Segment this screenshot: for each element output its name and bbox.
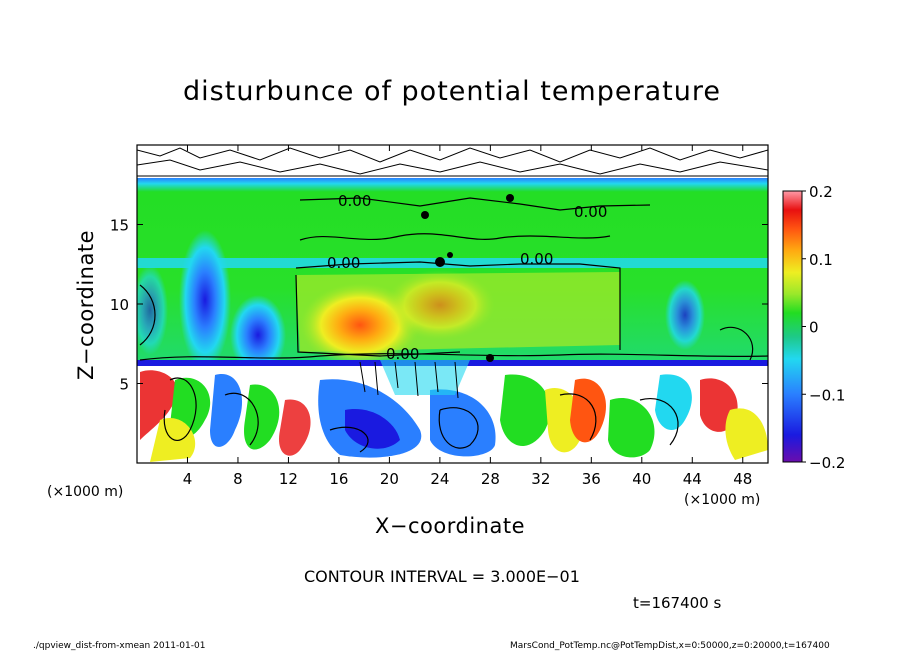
x-tick-label: 8 [233, 470, 243, 488]
contour-line-center-1 [329, 426, 369, 453]
contour-line-lower [139, 353, 768, 361]
field-cool-col-1 [179, 230, 231, 370]
contour-line-right-3 [719, 326, 754, 361]
contour-top-noise [137, 147, 768, 177]
contour-spot-2 [421, 211, 429, 219]
contour-spot-3 [447, 252, 453, 258]
contour-label: 0.00 [327, 254, 360, 272]
contour-bl-wave-1 [359, 361, 459, 399]
colorbar-tick-label: 0 [809, 319, 819, 337]
field-blob-red-3 [570, 378, 606, 443]
x-tick-label: 12 [279, 470, 298, 488]
field-blob-yellow-3 [725, 408, 768, 460]
colorbar-ticks: 0.2 0.1 0 −0.1 −0.2 [802, 183, 845, 472]
contour-line-right-1 [559, 393, 597, 441]
field-blob-green-2 [244, 384, 280, 450]
contour-label: 0.00 [338, 192, 371, 210]
field-band-z13 [137, 258, 768, 268]
time-label: t=167400 s [633, 594, 722, 612]
field-blob-red-2 [279, 399, 311, 456]
heatmap-field [137, 145, 768, 463]
x-axis-label: X−coordinate [375, 514, 525, 538]
contour-line-center-2 [438, 407, 479, 449]
y-axis-label: Z−coordinate [74, 230, 98, 380]
contour-spot-1 [435, 257, 445, 267]
contour-label-group: 0.00 0.00 0.00 0.00 0.00 [327, 192, 607, 363]
contour-top-noise-2 [137, 159, 768, 175]
chart-title: disturbunce of potential temperature [183, 76, 721, 107]
y-tick-label: 15 [110, 217, 129, 235]
contour-spots [421, 194, 514, 362]
field-blob-red-1 [140, 370, 178, 440]
contour-line-upper-1 [299, 197, 651, 211]
field-cool-col-4 [137, 265, 168, 355]
contour-spot-4 [506, 194, 514, 202]
field-blob-blue-4 [380, 360, 470, 395]
contour-bl-waves [359, 361, 459, 399]
x-axis: 4 8 12 16 20 24 28 32 36 40 44 48 [183, 145, 752, 488]
field-blob-yellow-1 [150, 418, 196, 462]
field-blob-purple-1 [345, 409, 400, 449]
colorbar-tick-label: 0.2 [809, 183, 833, 201]
x-unit-label-left: (×1000 m) [47, 484, 124, 500]
x-tick-label: 20 [380, 470, 399, 488]
contour-lines [139, 197, 768, 453]
contour-line-mid [295, 261, 621, 350]
contour-line-left-3 [224, 392, 259, 446]
contour-interval-text: CONTOUR INTERVAL = 3.000E−01 [304, 567, 580, 586]
y-tick-label: 10 [110, 296, 129, 314]
colorbar-tick-label: 0.1 [809, 251, 833, 269]
contour-line-left-2 [163, 377, 197, 441]
x-unit-label-right: (×1000 m) [684, 492, 761, 508]
x-tick-label: 48 [733, 470, 752, 488]
footer-right: MarsCond_PotTemp.nc@PotTempDist,x=0:5000… [510, 641, 830, 651]
contour-line-right-2 [639, 398, 679, 446]
x-tick-label: 24 [430, 470, 449, 488]
contour-top-noise-1 [137, 147, 768, 163]
colorbar [782, 190, 803, 463]
contour-label: 0.00 [520, 250, 553, 268]
contour-line-left-1 [139, 284, 156, 346]
footer-left: ./qpview_dist-from-xmean 2011-01-01 [33, 641, 206, 651]
field-blob-blue-3 [430, 389, 496, 457]
contour-spot-5 [486, 354, 494, 362]
x-tick-label: 36 [582, 470, 601, 488]
field-cool-col-2 [230, 295, 286, 375]
y-axis: 5 10 15 [110, 217, 768, 394]
x-tick-label: 16 [329, 470, 348, 488]
field-blob-blue-1 [210, 374, 243, 447]
x-tick-label: 44 [683, 470, 702, 488]
colorbar-tick-label: −0.1 [809, 386, 845, 404]
y-tick-label: 5 [119, 376, 129, 394]
x-tick-label: 40 [632, 470, 651, 488]
field-blob-cyan-1 [655, 374, 692, 431]
x-tick-label: 4 [183, 470, 193, 488]
field-cool-col-3 [665, 280, 705, 350]
contour-label: 0.00 [386, 345, 419, 363]
x-tick-label: 28 [481, 470, 500, 488]
contour-line-upper-2 [299, 233, 611, 241]
contour-label: 0.00 [574, 203, 607, 221]
field-strat-band [137, 178, 768, 192]
field-blob-green-4 [608, 398, 655, 458]
colorbar-tick-label: −0.2 [809, 454, 845, 472]
field-blob-green-3 [500, 374, 551, 447]
x-tick-label: 32 [531, 470, 550, 488]
field-warm-core-2 [385, 270, 495, 340]
